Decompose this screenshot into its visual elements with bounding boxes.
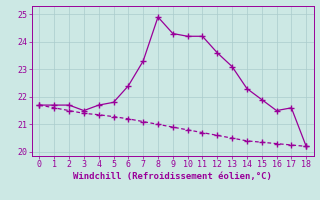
X-axis label: Windchill (Refroidissement éolien,°C): Windchill (Refroidissement éolien,°C) xyxy=(73,172,272,181)
